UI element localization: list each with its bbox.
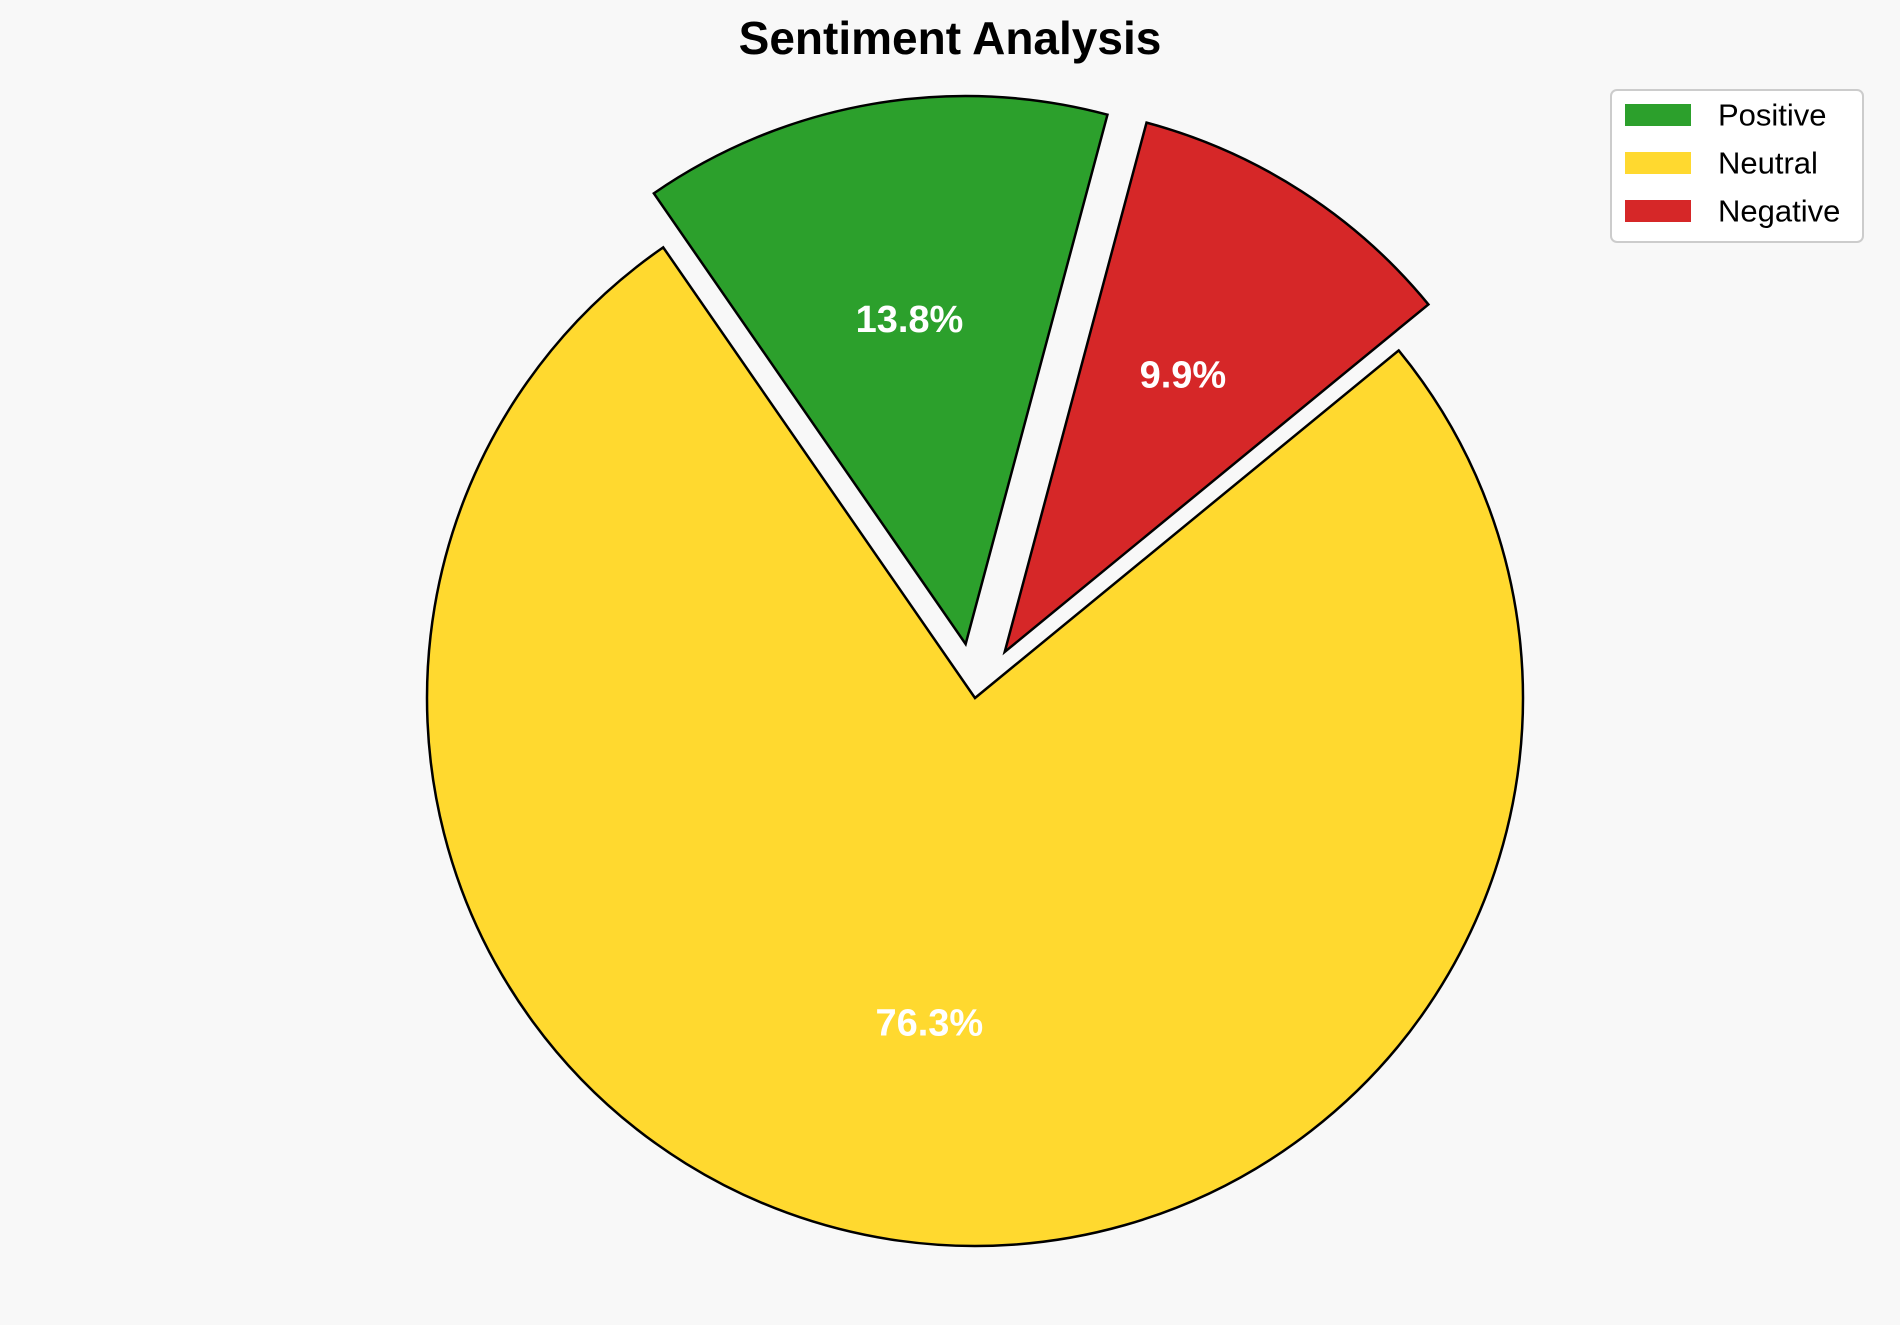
pie-label-neutral: 76.3% xyxy=(875,1003,983,1045)
legend-swatch-neutral xyxy=(1625,152,1691,174)
legend-swatch-positive xyxy=(1625,104,1691,126)
pie-label-negative: 9.9% xyxy=(1140,355,1227,397)
legend-label-positive: Positive xyxy=(1718,98,1827,133)
chart-title: Sentiment Analysis xyxy=(739,12,1162,64)
legend-label-neutral: Neutral xyxy=(1718,146,1818,181)
pie-slices xyxy=(425,94,1525,1248)
pie-slice-negative xyxy=(1002,121,1431,656)
legend-label-negative: Negative xyxy=(1718,194,1840,229)
pie-slice-positive xyxy=(652,94,1110,647)
pie-percent-labels: 13.8% 76.3% 9.9% xyxy=(856,299,1227,1045)
legend-swatch-negative xyxy=(1625,200,1691,222)
legend-items: Positive Neutral Negative xyxy=(1625,98,1840,229)
legend: Positive Neutral Negative xyxy=(1610,89,1864,243)
pie-slice-neutral xyxy=(425,245,1525,1248)
pie-label-positive: 13.8% xyxy=(856,299,964,341)
